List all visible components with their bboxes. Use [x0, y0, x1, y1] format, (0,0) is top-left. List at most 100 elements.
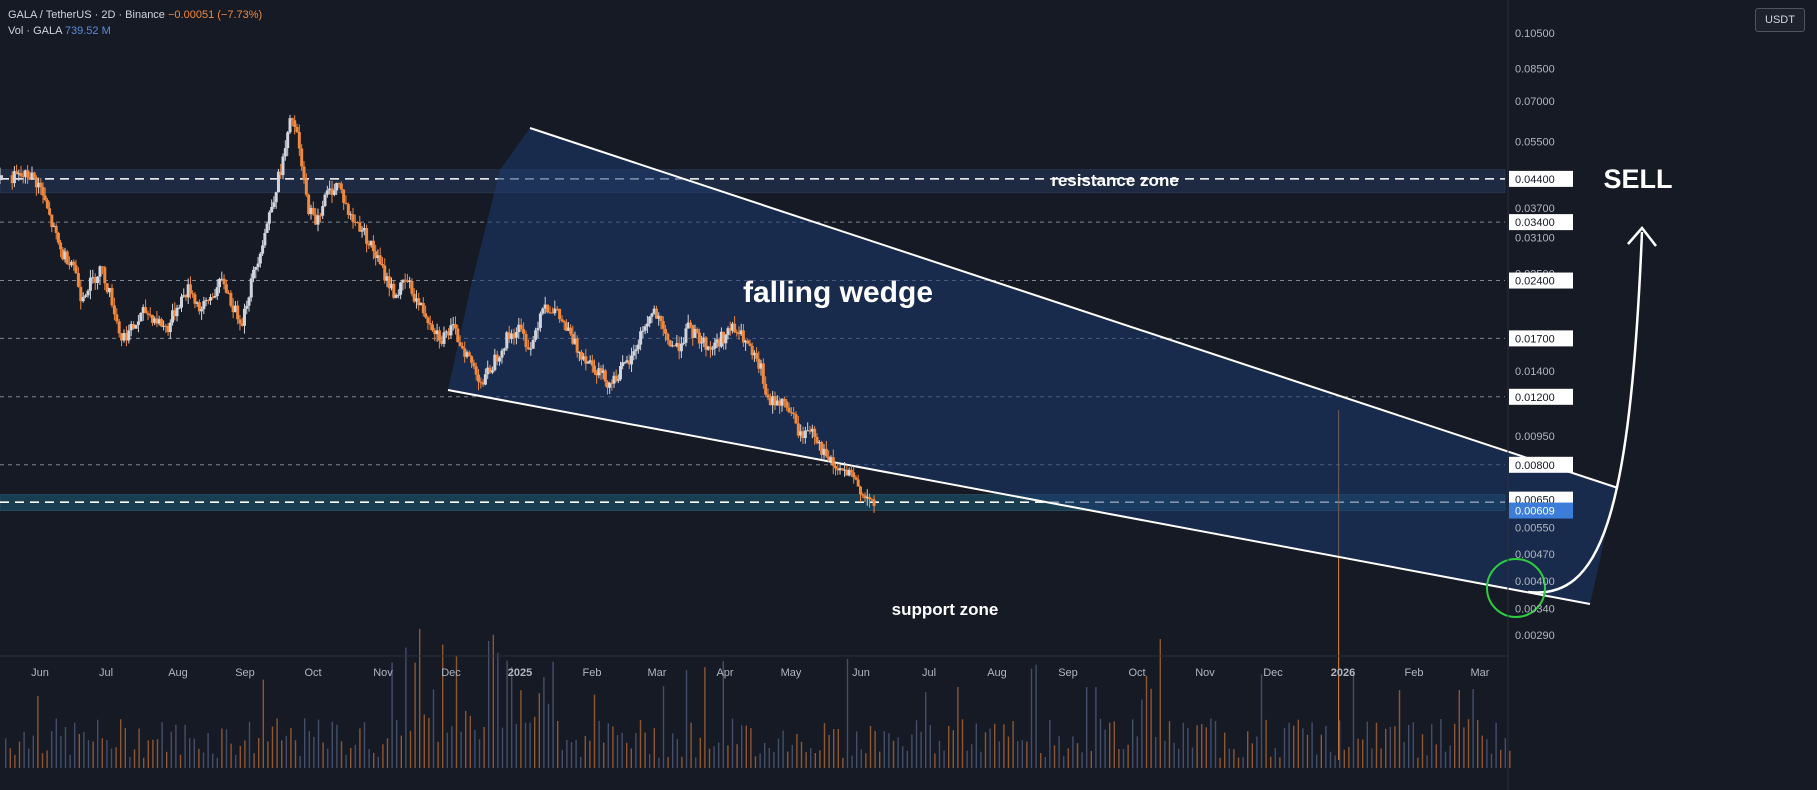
- candle-body: [242, 308, 246, 326]
- candle-body: [19, 173, 23, 176]
- symbol-pair[interactable]: GALA / TetherUS · 2D · Binance: [8, 9, 165, 21]
- candle-body: [865, 496, 869, 499]
- candle-body: [597, 368, 601, 376]
- candle-body: [458, 342, 462, 347]
- candle-body: [632, 351, 636, 356]
- candle-body: [668, 340, 672, 346]
- candle-body: [311, 207, 315, 215]
- candle-body: [529, 348, 533, 350]
- volume-bar: [980, 751, 982, 768]
- volume-bar: [1127, 744, 1129, 768]
- candle-body: [171, 310, 175, 323]
- candle-body: [643, 326, 647, 331]
- candle-body: [733, 323, 737, 332]
- candle-body: [342, 189, 346, 203]
- volume-bar: [1256, 736, 1258, 768]
- volume-bar: [607, 723, 609, 768]
- volume-bar: [1168, 721, 1171, 768]
- volume-bar: [699, 737, 701, 768]
- volume-bar: [32, 735, 34, 768]
- candle-body: [498, 357, 502, 362]
- volume-bar: [350, 747, 352, 768]
- volume-spike: [1338, 410, 1340, 760]
- candle-body: [757, 358, 761, 369]
- wedge-fill: [448, 128, 1615, 604]
- candle-body: [543, 304, 547, 309]
- time-axis[interactable]: Jun Jul Aug Sep Oct Nov Dec 2025 Feb Mar Apr May Jun…: [0, 655, 1508, 679]
- volume-bar: [382, 744, 384, 768]
- volume-bar: [1053, 745, 1056, 768]
- candle-body: [43, 195, 47, 201]
- candle-body: [67, 264, 71, 266]
- candle-body: [510, 333, 514, 339]
- volume-bar: [1081, 752, 1083, 768]
- candle-body: [30, 172, 34, 180]
- volume-bar: [92, 741, 94, 768]
- volume-bar: [28, 748, 30, 768]
- volume-bar: [1454, 723, 1456, 768]
- candle-body: [26, 170, 30, 178]
- volume-bar: [796, 733, 798, 768]
- candle-body: [247, 297, 251, 306]
- volume-bar: [317, 719, 320, 768]
- candle-body: [564, 322, 568, 331]
- candle-body: [127, 330, 131, 341]
- volume-bar: [184, 724, 186, 768]
- time-tick-label: Nov: [373, 667, 393, 679]
- time-tick-label: Jul: [922, 667, 936, 679]
- candle-body: [827, 456, 831, 461]
- current-price-box: [1509, 502, 1573, 519]
- volume-bar: [1182, 722, 1184, 768]
- candle-body: [836, 468, 840, 471]
- volume-bar: [1136, 736, 1138, 768]
- price-change: −0.00051 (−7.73%): [168, 9, 263, 21]
- candle-body: [573, 338, 577, 344]
- volume-bar: [1099, 718, 1102, 768]
- volume-label[interactable]: Vol · GALA: [8, 25, 62, 37]
- candle-body: [634, 349, 638, 352]
- time-tick-label: Feb: [1405, 667, 1424, 679]
- volume-bar: [842, 757, 844, 768]
- candle-body: [735, 331, 739, 333]
- volume-bar: [55, 718, 57, 768]
- currency-selector[interactable]: USDT: [1755, 8, 1805, 32]
- candle-body: [184, 295, 188, 298]
- candle-body: [159, 319, 163, 327]
- price-axis[interactable]: 0.10500 0.08500 0.07000 0.05500 0.04400 0.037…: [1507, 0, 1573, 790]
- volume-bar: [294, 740, 297, 768]
- candle-body: [746, 340, 750, 344]
- candle-body: [79, 286, 83, 302]
- volume-bar: [46, 750, 48, 768]
- volume-bar: [97, 719, 99, 768]
- candle-body: [328, 188, 332, 191]
- candle-body: [93, 277, 97, 283]
- candle-body: [28, 177, 32, 180]
- volume-bar: [552, 661, 554, 768]
- volume-bar: [179, 754, 182, 768]
- volume-bar: [1049, 719, 1051, 768]
- candle-body: [325, 190, 329, 195]
- candle-body: [704, 337, 708, 350]
- volume-bar: [1449, 745, 1451, 768]
- time-tick-label: Jun: [852, 667, 870, 679]
- candle-body: [488, 367, 492, 373]
- volume-bar: [345, 754, 347, 768]
- candle-body: [146, 313, 150, 315]
- volume-bar: [1191, 747, 1194, 768]
- candle-body: [84, 295, 88, 297]
- candle-body: [806, 430, 810, 432]
- candle-body: [153, 318, 157, 323]
- entry-circle: [1486, 558, 1546, 618]
- volume-bar: [984, 732, 987, 768]
- target-arrow: [1527, 231, 1644, 594]
- volume-bar: [405, 647, 407, 768]
- falling-wedge-pattern: [447, 127, 1619, 605]
- candle-body: [726, 328, 730, 335]
- volume-bar: [649, 754, 651, 768]
- candle-body: [197, 302, 201, 312]
- symbol-header: GALA / TetherUS · 2D · Binance −0.00051 …: [8, 9, 262, 21]
- candle-body: [495, 354, 499, 362]
- volume-bar: [920, 731, 922, 768]
- volume-bar: [115, 747, 117, 768]
